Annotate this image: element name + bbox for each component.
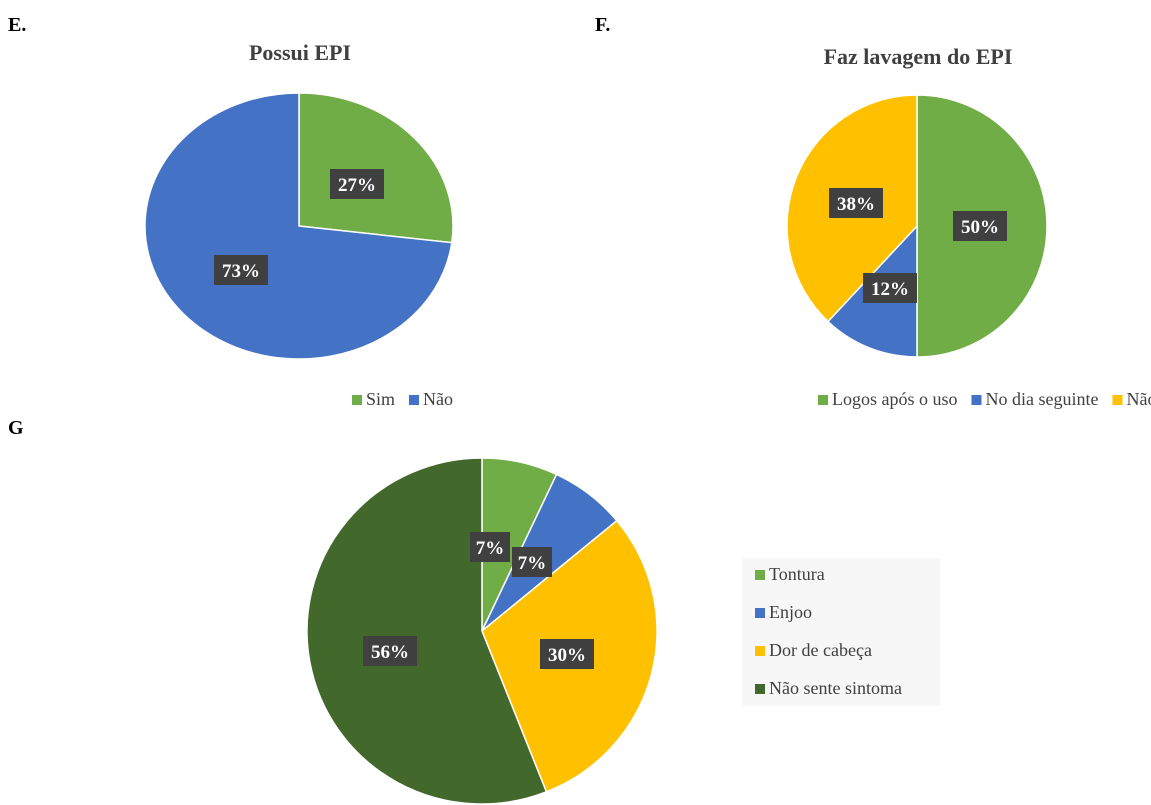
legend-label: Não lava [1126,389,1151,409]
legend-swatch [971,395,982,405]
legend-label: Sim [366,389,395,409]
data-label-text: 50% [961,217,999,238]
legend-swatch [1112,395,1123,405]
legend-item-nao-lava: Não lava [1112,389,1151,409]
data-label-nao-sente-sintoma: 56% [363,636,417,666]
data-label-box [863,273,917,303]
chart-e-title: Possui EPI [249,40,351,65]
data-label-nao: 73% [214,255,268,285]
data-label-text: 38% [837,194,875,215]
chart-g: 7% 7% 30% 56% Tontura Enjoo Dor de cabeça Não … [306,457,940,805]
data-label-text: 56% [371,642,409,663]
legend-swatch [409,395,420,405]
data-label-enjoo: 7% [512,547,552,577]
legend-item-no-dia-seguinte: No dia seguinte [971,389,1099,409]
data-label-sim: 27% [330,169,384,199]
legend-swatch [352,395,362,405]
chart-f: Faz lavagem do EPI 50% 12% 38% Logos após … [786,44,1151,409]
legend-item-logos-apos-o-uso: Logos após o uso [818,389,958,409]
data-label-box [953,211,1007,241]
chart-f-title: Faz lavagem do EPI [824,44,1013,69]
data-label-box [512,547,552,577]
legend-label: Logos após o uso [832,389,958,409]
data-label-text: 73% [222,261,260,282]
data-label-box [470,532,510,562]
legend-label: Enjoo [769,602,812,622]
legend-item-nao-sente-sintoma: Não sente sintoma [755,678,902,698]
legend-label: Tontura [769,564,825,584]
data-label-box [214,255,268,285]
data-label-text: 27% [338,175,376,196]
legend-swatch [755,684,765,694]
panel-letter-f: F. [595,14,611,36]
panel-letter-e: E. [8,14,27,36]
chart-e: Possui EPI 27% 73% Sim Não [144,40,454,409]
chart-g-pie: 7% 7% 30% 56% [306,457,658,805]
panel-letter-g: G [8,417,24,439]
legend-label: No dia seguinte [986,389,1099,409]
data-label-text: 30% [548,645,586,666]
legend-swatch [818,395,828,405]
chart-e-legend: Sim Não [352,389,453,409]
legend-item-enjoo: Enjoo [755,602,812,622]
data-label-box [330,169,384,199]
legend-swatch [755,646,765,656]
data-label-logos-apos-o-uso: 50% [953,211,1007,241]
data-label-nao-lava: 38% [829,188,883,218]
data-label-text: 12% [871,279,909,300]
chart-f-legend: Logos após o uso No dia seguinte Não lava [818,389,1151,409]
data-label-box [540,639,594,669]
legend-label: Não sente sintoma [769,678,902,698]
legend-label: Não [423,389,453,409]
legend-item-nao: Não [409,389,453,409]
data-label-box [363,636,417,666]
pie-slice-sim [298,92,454,244]
legend-item-dor-de-cabeca: Dor de cabeça [755,640,872,660]
chart-f-pie: 50% 12% 38% [786,94,1048,358]
data-label-dor-de-cabeca: 30% [540,639,594,669]
pie-slice-nao [144,92,453,360]
chart-g-legend-box [742,558,940,706]
pie-slice-nao-sente-sintoma [306,457,548,805]
data-label-box [829,188,883,218]
chart-e-pie: 27% 73% [144,92,454,360]
legend-swatch [755,608,765,618]
data-label-no-dia-seguinte: 12% [863,273,917,303]
data-label-text: 7% [518,553,547,574]
legend-label: Dor de cabeça [769,640,872,660]
data-label-tontura: 7% [470,532,510,562]
chart-g-legend: Tontura Enjoo Dor de cabeça Não sente sinto… [755,564,902,698]
legend-item-tontura: Tontura [755,564,825,584]
data-label-text: 7% [476,538,505,559]
legend-swatch [755,570,765,580]
legend-item-sim: Sim [352,389,395,409]
